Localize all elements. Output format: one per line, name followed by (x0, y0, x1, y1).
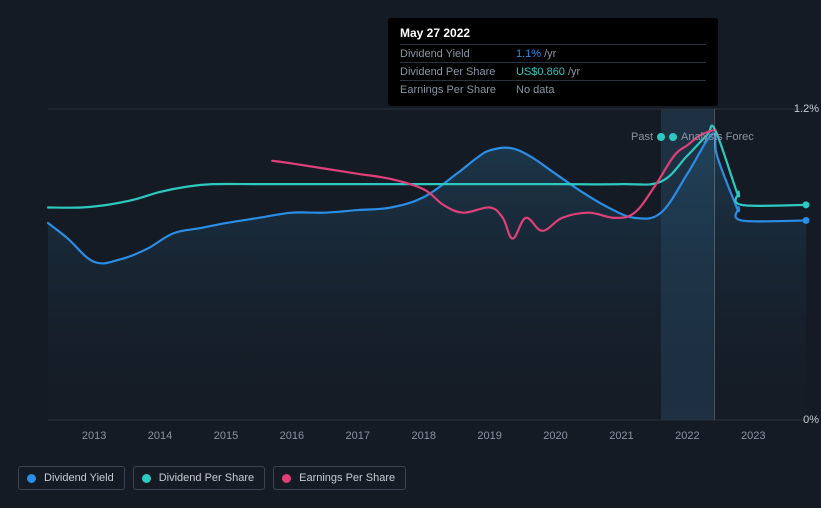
tooltip-row-label: Earnings Per Share (400, 84, 516, 96)
legend-item-dividend-per-share[interactable]: Dividend Per Share (133, 466, 265, 490)
x-axis-tick-label: 2018 (411, 430, 435, 442)
legend-item-earnings-per-share[interactable]: Earnings Per Share (273, 466, 406, 490)
legend-dot-icon (142, 474, 151, 483)
chart-tooltip: May 27 2022 Dividend Yield1.1%/yrDividen… (388, 18, 718, 106)
future-dot-icon (669, 133, 677, 141)
legend-item-label: Dividend Per Share (159, 472, 254, 484)
tooltip-row-unit: /yr (544, 48, 556, 60)
legend-item-label: Earnings Per Share (299, 472, 395, 484)
tooltip-row-label: Dividend Yield (400, 48, 516, 60)
x-axis-tick-label: 2013 (82, 430, 106, 442)
x-axis-tick-label: 2014 (148, 430, 172, 442)
tooltip-row-value: No data (516, 84, 555, 96)
tooltip-row-value: 1.1% (516, 48, 541, 60)
x-axis-tick-label: 2015 (214, 430, 238, 442)
tooltip-row-unit: /yr (568, 66, 580, 78)
dividend-chart: 0% 1.2% 2013 2014 2015 2016 2017 2018 2019 2020 2… (0, 0, 821, 508)
legend-dot-icon (27, 474, 36, 483)
tooltip-row-label: Dividend Per Share (400, 66, 516, 78)
x-axis-tick-label: 2023 (741, 430, 765, 442)
x-axis-tick-label: 2017 (346, 430, 370, 442)
x-axis-tick-label: 2022 (675, 430, 699, 442)
past-future-divider: Past Analysts Forec (631, 131, 754, 143)
x-axis-tick-label: 2019 (477, 430, 501, 442)
tooltip-row: Dividend Per ShareUS$0.860/yr (400, 62, 706, 80)
legend-item-label: Dividend Yield (44, 472, 114, 484)
future-label: Analysts Forec (681, 131, 754, 143)
y-axis-tick-label: 1.2% (777, 103, 819, 115)
tooltip-row: Earnings Per ShareNo data (400, 80, 706, 98)
chart-cursor-line (714, 109, 715, 420)
x-axis-tick-label: 2021 (609, 430, 633, 442)
legend-item-dividend-yield[interactable]: Dividend Yield (18, 466, 125, 490)
chart-legend: Dividend Yield Dividend Per Share Earnings… (18, 466, 406, 490)
past-dot-icon (657, 133, 665, 141)
tooltip-title: May 27 2022 (400, 26, 706, 44)
x-axis-tick-label: 2020 (543, 430, 567, 442)
y-axis-tick-label: 0% (777, 414, 819, 426)
tooltip-row: Dividend Yield1.1%/yr (400, 44, 706, 62)
tooltip-row-value: US$0.860 (516, 66, 565, 78)
past-label: Past (631, 131, 653, 143)
x-axis-tick-label: 2016 (280, 430, 304, 442)
legend-dot-icon (282, 474, 291, 483)
